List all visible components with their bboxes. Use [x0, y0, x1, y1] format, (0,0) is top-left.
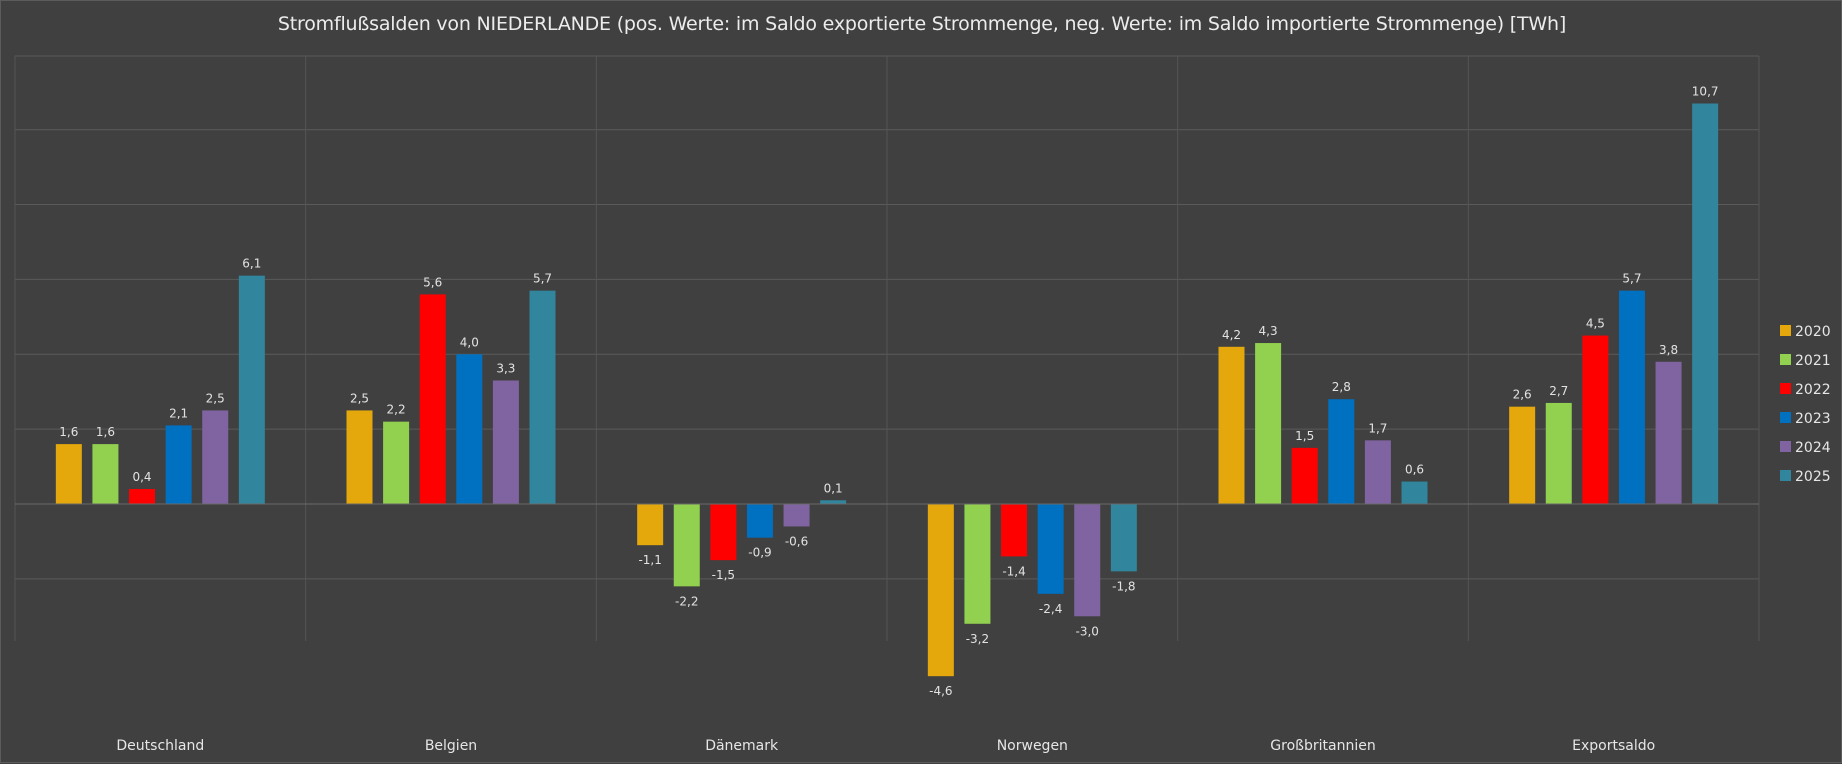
- bar-2020-Exportsaldo: [1509, 406, 1536, 504]
- data-label: 2,2: [387, 403, 406, 417]
- legend-label-2024: 2024: [1795, 440, 1831, 456]
- bar-2023-Belgien: [456, 354, 483, 504]
- legend-swatch-2022: [1780, 383, 1791, 394]
- data-label: -1,5: [712, 568, 735, 582]
- data-label: 4,3: [1259, 324, 1278, 338]
- bar-2020-Deutschland: [55, 444, 82, 504]
- bar-2022-Exportsaldo: [1582, 335, 1609, 504]
- data-label: 0,4: [132, 470, 151, 484]
- bar-2020-Dänemark: [637, 504, 664, 546]
- data-label: -2,2: [675, 594, 698, 608]
- bar-2022-Deutschland: [129, 489, 156, 504]
- bar-2023-Großbritannien: [1328, 399, 1355, 504]
- data-label: -2,4: [1039, 602, 1062, 616]
- data-label: 2,7: [1549, 384, 1568, 398]
- legend-swatch-2023: [1780, 412, 1791, 423]
- bar-2024-Belgien: [492, 380, 519, 504]
- data-label: 10,7: [1692, 84, 1719, 98]
- data-label: -1,8: [1112, 579, 1135, 593]
- bar-2020-Großbritannien: [1218, 346, 1245, 504]
- bar-2025-Deutschland: [238, 275, 265, 504]
- chart-title: Stromflußsalden von NIEDERLANDE (pos. We…: [277, 13, 1567, 35]
- legend-label-2025: 2025: [1795, 469, 1831, 485]
- data-label: 4,2: [1222, 328, 1241, 342]
- data-label: 1,7: [1368, 421, 1387, 435]
- data-label: -3,2: [966, 632, 989, 646]
- bar-2021-Exportsaldo: [1545, 402, 1572, 504]
- legend-label-2023: 2023: [1795, 411, 1831, 427]
- bar-2024-Deutschland: [202, 410, 229, 504]
- bar-2025-Belgien: [529, 290, 556, 504]
- data-label: 2,6: [1513, 388, 1532, 402]
- bar-2024-Norwegen: [1074, 504, 1101, 617]
- data-label: 0,1: [824, 481, 843, 495]
- data-label: 2,5: [206, 391, 225, 405]
- bar-2021-Norwegen: [964, 504, 991, 624]
- data-label: 2,5: [350, 391, 369, 405]
- bar-2024-Großbritannien: [1364, 440, 1391, 504]
- category-label: Norwegen: [997, 738, 1068, 754]
- data-label: 4,5: [1586, 317, 1605, 331]
- bar-2025-Großbritannien: [1401, 481, 1428, 504]
- legend-swatch-2024: [1780, 441, 1791, 452]
- legend-swatch-2025: [1780, 470, 1791, 481]
- data-label: -3,0: [1076, 624, 1099, 638]
- category-label: Belgien: [425, 738, 477, 754]
- bar-2020-Norwegen: [927, 504, 954, 677]
- bar-2021-Belgien: [383, 421, 410, 504]
- data-label: 5,6: [423, 275, 442, 289]
- data-label: 5,7: [533, 272, 552, 286]
- bar-2025-Exportsaldo: [1692, 103, 1719, 505]
- data-label: 2,1: [169, 406, 188, 420]
- bar-2023-Exportsaldo: [1618, 290, 1645, 504]
- data-label: -0,6: [785, 534, 808, 548]
- bar-2022-Belgien: [419, 294, 446, 504]
- bar-2024-Dänemark: [783, 504, 810, 527]
- data-label: -1,4: [1002, 564, 1025, 578]
- legend-label-2021: 2021: [1795, 353, 1831, 369]
- legend-swatch-2020: [1780, 325, 1791, 336]
- data-label: -0,9: [748, 546, 771, 560]
- data-label: 5,7: [1622, 272, 1641, 286]
- legend-label-2022: 2022: [1795, 382, 1831, 398]
- category-label: Exportsaldo: [1572, 738, 1655, 754]
- data-label: 1,6: [96, 425, 115, 439]
- data-label: -1,1: [638, 553, 661, 567]
- bar-2022-Großbritannien: [1291, 447, 1318, 504]
- category-label: Dänemark: [705, 738, 779, 754]
- bar-2023-Norwegen: [1037, 504, 1064, 594]
- bar-2021-Deutschland: [92, 444, 119, 504]
- data-label: 3,3: [496, 361, 515, 375]
- bar-2024-Exportsaldo: [1655, 361, 1682, 504]
- bar-2022-Dänemark: [710, 504, 737, 561]
- bar-2025-Dänemark: [820, 500, 847, 504]
- legend-label-2020: 2020: [1795, 324, 1831, 340]
- bar-2023-Dänemark: [746, 504, 773, 538]
- data-label: -4,6: [929, 684, 952, 698]
- data-label: 0,6: [1405, 463, 1424, 477]
- bar-2021-Großbritannien: [1255, 343, 1282, 504]
- data-label: 1,5: [1295, 429, 1314, 443]
- bar-2020-Belgien: [346, 410, 373, 504]
- data-label: 6,1: [242, 257, 261, 271]
- bar-2022-Norwegen: [1001, 504, 1028, 557]
- data-label: 1,6: [59, 425, 78, 439]
- category-label: Deutschland: [116, 738, 204, 754]
- legend-swatch-2021: [1780, 354, 1791, 365]
- data-label: 2,8: [1332, 380, 1351, 394]
- category-label: Großbritannien: [1270, 738, 1375, 754]
- bar-2023-Deutschland: [165, 425, 192, 504]
- data-label: 4,0: [460, 335, 479, 349]
- bar-2021-Dänemark: [673, 504, 700, 587]
- data-label: 3,8: [1659, 343, 1678, 357]
- bar-2025-Norwegen: [1110, 504, 1137, 572]
